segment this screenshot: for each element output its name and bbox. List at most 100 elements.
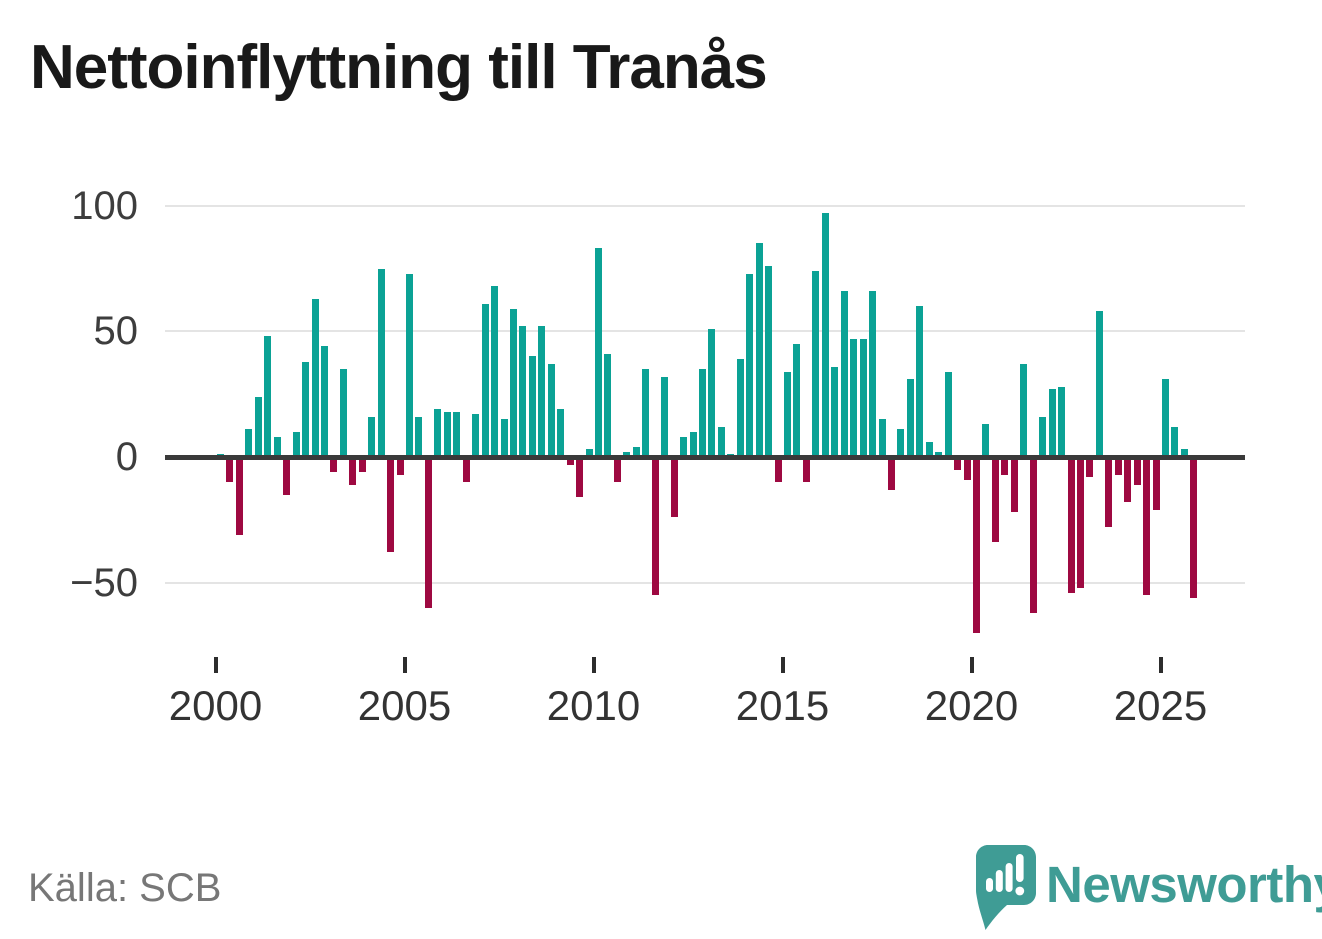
bar-2000-q3: [235, 457, 243, 535]
bar-2014-q2: [755, 243, 763, 457]
x-tick-mark-2015: [780, 657, 785, 673]
bar-2001-q2: [264, 336, 272, 457]
bar-2001-q4: [283, 457, 291, 495]
bar-2023-q1: [1086, 457, 1094, 478]
bar-2019-q1: [935, 451, 943, 457]
bar-2017-q2: [869, 291, 877, 457]
bar-2020-q4: [1001, 457, 1009, 475]
bar-2009-q3: [576, 457, 584, 498]
bar-2021-q2: [1020, 364, 1028, 457]
x-tick-mark-2005: [402, 657, 407, 673]
gridline-50: [165, 330, 1245, 333]
y-tick-label--50: −50: [70, 560, 138, 605]
bar-2017-q4: [887, 457, 895, 490]
bar-2013-q1: [708, 328, 716, 457]
bar-2003-q3: [349, 457, 357, 485]
x-tick-mark-2010: [591, 657, 596, 673]
bar-2004-q1: [368, 416, 376, 457]
bar-2025-q3: [1180, 449, 1188, 457]
bar-2016-q2: [831, 366, 839, 457]
bar-2004-q2: [377, 268, 385, 457]
bar-2012-q1: [670, 457, 678, 518]
bar-2024-q3: [1143, 457, 1151, 596]
bar-2019-q4: [963, 457, 971, 480]
x-tick-label-2015: 2015: [735, 682, 830, 729]
bar-2024-q4: [1152, 457, 1160, 510]
bar-2011-q2: [642, 369, 650, 457]
bar-2002-q2: [302, 361, 310, 457]
bar-2025-q2: [1171, 426, 1179, 457]
bar-2003-q1: [330, 457, 338, 473]
bar-2019-q2: [944, 371, 952, 457]
y-tick-label-100: 100: [71, 183, 138, 228]
bar-2016-q3: [840, 291, 848, 457]
x-tick-label-2000: 2000: [168, 682, 263, 729]
chart-title: Nettoinflyttning till Tranås: [30, 33, 768, 102]
bar-2002-q1: [292, 431, 300, 457]
bar-2006-q3: [462, 457, 470, 483]
bar-2009-q1: [557, 409, 565, 457]
bar-2018-q4: [925, 441, 933, 457]
bar-2003-q2: [339, 369, 347, 457]
bar-2023-q4: [1114, 457, 1122, 475]
bar-2020-q3: [991, 457, 999, 543]
gridline--50: [165, 581, 1245, 584]
bar-2015-q4: [812, 271, 820, 457]
bar-2025-q1: [1162, 379, 1169, 457]
bar-2009-q4: [585, 449, 593, 457]
bar-2007-q3: [500, 419, 508, 457]
bar-2022-q4: [1076, 457, 1084, 588]
bar-2016-q4: [850, 338, 858, 457]
bar-2006-q4: [472, 414, 480, 457]
bar-2012-q2: [680, 436, 688, 457]
bar-2006-q2: [453, 411, 461, 457]
gridline-100: [165, 204, 1245, 207]
bar-2020-q1: [973, 457, 980, 633]
bar-2000-q2: [226, 457, 234, 483]
bar-2024-q1: [1124, 457, 1132, 503]
plot-area: 100 50 0 −50 2000 2005 2010 2015 2020 2025: [70, 183, 1245, 729]
bar-2022-q2: [1058, 386, 1066, 457]
bar-2008-q4: [547, 364, 555, 457]
bar-2013-q4: [736, 358, 744, 457]
bar-2014-q1: [746, 273, 754, 457]
bar-2008-q3: [538, 326, 546, 457]
bar-2022-q3: [1067, 457, 1075, 593]
bar-2022-q1: [1048, 389, 1056, 457]
x-tick-mark-2020: [969, 657, 974, 673]
bar-2016-q1: [821, 213, 829, 457]
bar-2014-q3: [765, 266, 773, 457]
bar-2018-q3: [916, 306, 924, 457]
bar-2012-q3: [689, 431, 697, 457]
bar-2014-q4: [774, 457, 782, 483]
y-tick-label-50: 50: [93, 309, 139, 354]
bar-2008-q1: [519, 326, 527, 457]
bar-2017-q3: [878, 419, 886, 457]
x-tick-mark-2000: [213, 657, 218, 673]
bar-2012-q4: [698, 369, 706, 457]
bar-2009-q2: [566, 457, 574, 465]
bar-2010-q2: [604, 353, 612, 457]
bar-2015-q2: [793, 343, 801, 457]
bar-2004-q4: [396, 457, 404, 475]
bar-2017-q1: [859, 338, 867, 457]
bar-2010-q1: [595, 248, 602, 457]
zero-axis-line: [165, 455, 1245, 460]
bar-2005-q4: [434, 409, 442, 457]
bar-2002-q3: [311, 298, 319, 457]
newsworthy-logo-icon: [976, 845, 1036, 930]
bar-2011-q4: [661, 376, 669, 457]
bar-2005-q1: [406, 273, 413, 457]
y-tick-label-0: 0: [115, 435, 138, 479]
bar-2007-q4: [509, 308, 517, 457]
bar-2001-q3: [273, 436, 281, 457]
x-tick-label-2005: 2005: [357, 682, 452, 729]
bar-2015-q1: [784, 371, 791, 457]
bar-2013-q2: [717, 426, 725, 457]
bar-2023-q2: [1095, 311, 1103, 457]
bar-2007-q1: [481, 303, 489, 457]
bar-2000-q4: [245, 429, 253, 457]
bar-2011-q1: [632, 446, 640, 457]
x-tick-label-2010: 2010: [546, 682, 641, 729]
